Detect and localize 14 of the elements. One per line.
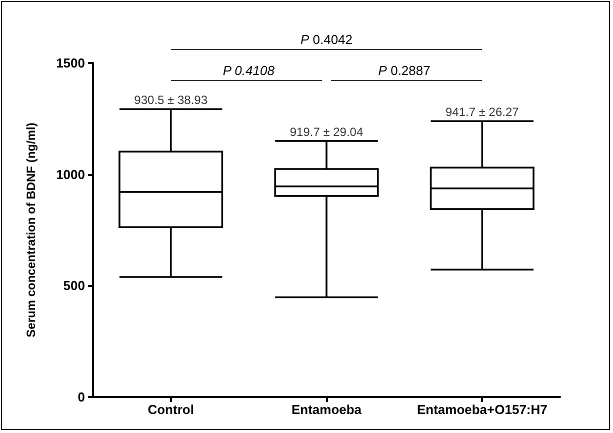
text: P 0.4042 xyxy=(300,32,353,47)
annotation: 930.5 ± 38.93 xyxy=(134,93,208,108)
y-tick-label: 1500 xyxy=(56,56,85,70)
annotation: P 0.4108 xyxy=(222,63,274,78)
annotation: 941.7 ± 26.27 xyxy=(446,105,520,120)
y-tick-label: 500 xyxy=(63,278,85,294)
y-axis-title: Serum concentration of BDNF (ng/ml) xyxy=(24,122,38,338)
y-tick-label: 1000 xyxy=(56,166,85,182)
x-tick-label: Control xyxy=(148,402,194,417)
annotation: 919.7 ± 29.04 xyxy=(290,124,364,139)
x-tick-label: Entamoeba xyxy=(291,402,362,417)
y-tick-label: 0 xyxy=(78,390,85,404)
x-tick-label: Entamoeba+O157:H7 xyxy=(416,402,548,417)
annotation: P 0.2887 xyxy=(378,63,430,78)
